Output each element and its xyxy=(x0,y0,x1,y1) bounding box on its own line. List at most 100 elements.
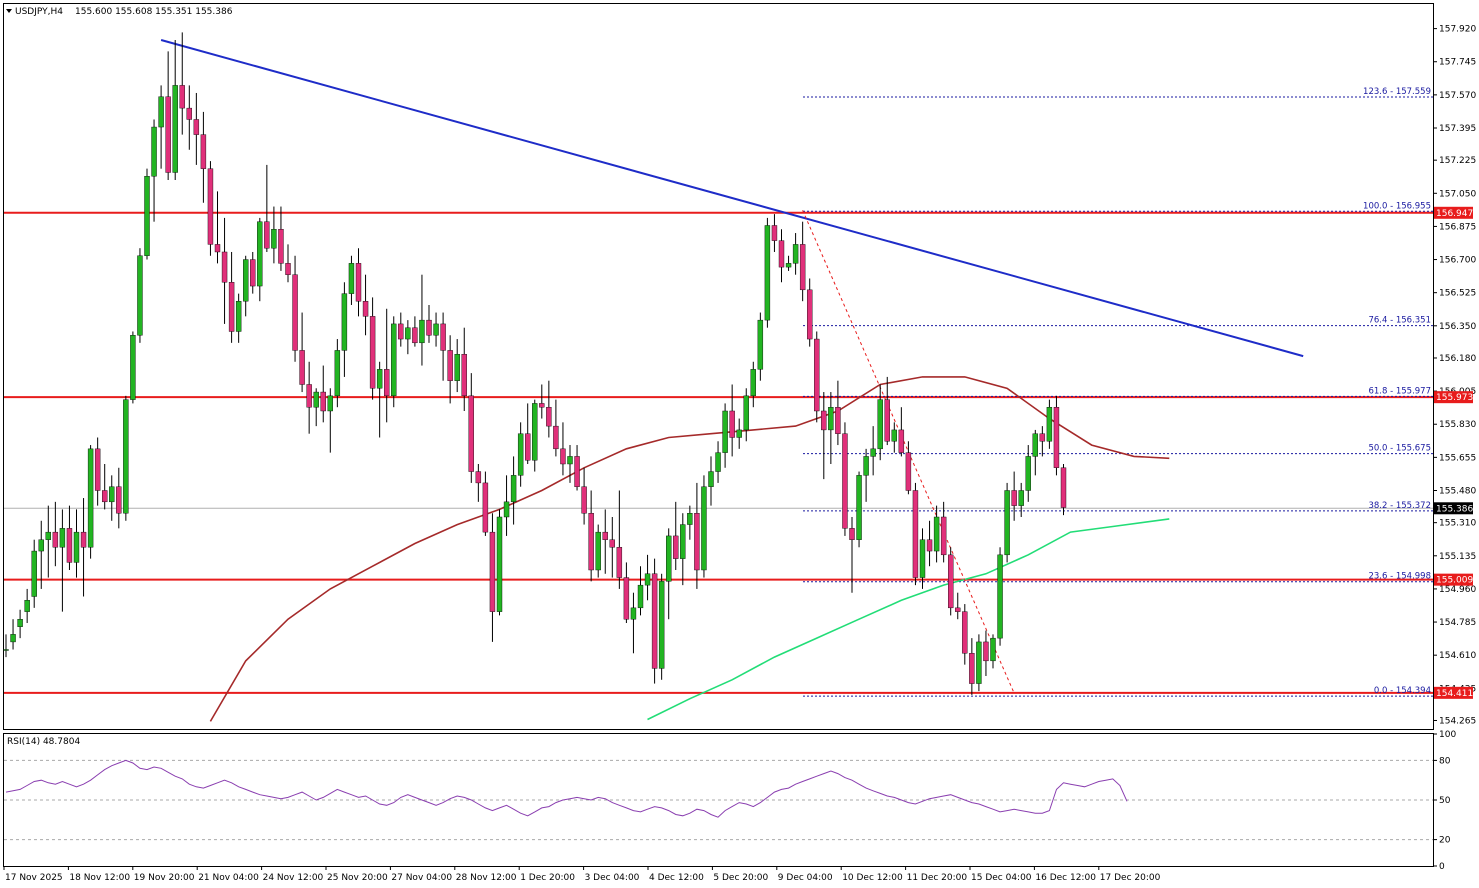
candle-body xyxy=(419,319,425,344)
level-price-tag-label: 156.947 xyxy=(1436,209,1473,219)
candle-body xyxy=(849,528,855,540)
candle-body xyxy=(715,452,721,472)
candle-body xyxy=(306,384,312,408)
candle-body xyxy=(588,513,594,571)
candle-body xyxy=(785,263,792,268)
candle-body xyxy=(694,513,700,571)
candle-body xyxy=(179,85,185,109)
candle-body xyxy=(489,531,496,612)
price-tick-label: 155.655 xyxy=(1439,453,1476,463)
candle-body xyxy=(468,395,474,472)
chevron-down-icon[interactable] xyxy=(6,9,12,13)
candle-body xyxy=(905,452,912,491)
candle-body xyxy=(708,471,714,487)
candle-body xyxy=(341,293,348,351)
time-tick-label: 15 Dec 04:00 xyxy=(971,873,1032,883)
candle-body xyxy=(687,513,693,525)
time-tick-label: 16 Dec 12:00 xyxy=(1035,873,1096,883)
price-tick-label: 157.050 xyxy=(1439,189,1476,199)
price-tick-label: 156.700 xyxy=(1439,256,1476,266)
candle-body xyxy=(567,456,573,465)
rsi-tick-label: 50 xyxy=(1439,796,1451,806)
candle-body xyxy=(799,244,806,291)
candle-body xyxy=(109,486,115,503)
candle-body xyxy=(433,323,439,336)
candle-body xyxy=(186,107,193,120)
candle-body xyxy=(510,475,517,503)
candle-body xyxy=(729,410,735,438)
time-tick-label: 27 Nov 04:00 xyxy=(391,873,452,883)
level-price-tag-label: 155.973 xyxy=(1436,393,1473,403)
candle-body xyxy=(116,486,122,514)
candle-body xyxy=(38,539,44,552)
candle-body xyxy=(165,96,171,173)
time-tick-label: 19 Nov 20:00 xyxy=(134,873,195,883)
overlays xyxy=(160,39,1304,722)
candle-body xyxy=(609,539,615,548)
candle-body xyxy=(158,96,164,128)
time-tick-label: 18 Nov 12:00 xyxy=(69,873,130,883)
candle-body xyxy=(228,282,235,332)
price-tags: 156.947 155.973 155.009 154.411 155.386 xyxy=(1434,206,1473,699)
candle-body xyxy=(666,535,672,582)
candle-body xyxy=(976,641,982,684)
time-tick-label: 24 Nov 12:00 xyxy=(263,873,324,883)
candle-body xyxy=(299,350,305,385)
candle-body xyxy=(327,395,333,412)
candle-body xyxy=(426,319,432,336)
candle-body xyxy=(983,641,989,662)
price-tick-label: 157.920 xyxy=(1439,25,1476,35)
candle-body xyxy=(151,126,157,177)
candle-body xyxy=(475,471,482,484)
candle-body xyxy=(66,528,73,563)
candle-body xyxy=(144,176,150,256)
candle-body xyxy=(856,475,862,540)
candle-body xyxy=(278,229,284,264)
candle-body xyxy=(870,448,876,457)
candle-body xyxy=(532,403,538,461)
candle-body xyxy=(31,550,37,597)
candle-body xyxy=(792,244,799,264)
candle-body xyxy=(828,406,834,431)
candle-body xyxy=(680,524,686,559)
candle-body xyxy=(362,300,369,317)
sma-fast-line xyxy=(647,518,1170,721)
price-tick-label: 156.350 xyxy=(1439,322,1476,332)
candle-body xyxy=(320,391,326,412)
candle-body xyxy=(553,425,559,450)
main-pane-frame xyxy=(3,3,1434,730)
candle-body xyxy=(757,319,764,370)
candle-body xyxy=(440,323,446,351)
fib-level-label: 50.0 - 155.675 xyxy=(1368,444,1431,454)
current-price-tag xyxy=(1434,502,1473,515)
rsi-indicator: 100 80 50 20 0 xyxy=(4,730,1456,872)
candle-body xyxy=(87,448,94,548)
candle-body xyxy=(1039,433,1046,442)
candle-body xyxy=(1053,406,1060,468)
candle-body xyxy=(560,448,566,465)
price-tick-label: 155.480 xyxy=(1439,486,1476,496)
rsi-tick-label: 80 xyxy=(1439,756,1451,766)
candle-body xyxy=(271,229,277,249)
candle-body xyxy=(59,528,66,548)
candle-body xyxy=(94,448,101,491)
candle-body xyxy=(461,353,467,397)
time-tick-label: 1 Dec 20:00 xyxy=(520,873,575,883)
time-tick-label: 17 Dec 20:00 xyxy=(1100,873,1161,883)
candle-body xyxy=(334,350,341,397)
candle-body xyxy=(214,244,221,253)
sma-slow-line xyxy=(209,376,1170,722)
candle-body xyxy=(701,486,707,571)
level-price-tag xyxy=(1434,391,1473,404)
candle-body xyxy=(496,516,503,612)
price-tick-label: 154.785 xyxy=(1439,618,1476,628)
time-tick-label: 11 Dec 20:00 xyxy=(907,873,968,883)
price-tick-label: 154.265 xyxy=(1439,716,1476,726)
price-tick-label: 157.225 xyxy=(1439,156,1476,166)
candle-body xyxy=(673,535,679,559)
level-price-tag xyxy=(1434,573,1473,586)
price-axis: 157.920 157.745 157.570 157.395 157.225 157.0… xyxy=(1433,25,1476,726)
candle-body xyxy=(1018,490,1024,506)
candle-body xyxy=(997,554,1003,639)
